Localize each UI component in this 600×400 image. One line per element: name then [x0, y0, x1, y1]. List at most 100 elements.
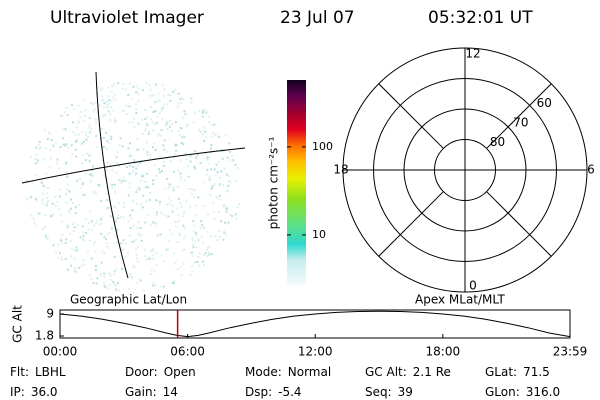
image-pixel — [98, 184, 101, 187]
image-pixel — [141, 89, 144, 92]
image-pixel — [178, 219, 181, 222]
info-label: Dsp: — [245, 385, 272, 399]
image-pixel — [147, 132, 150, 135]
image-pixel — [115, 288, 118, 291]
image-pixel — [49, 132, 51, 135]
image-pixel — [180, 274, 183, 276]
time: 05:32:01 UT — [428, 8, 533, 28]
image-pixel — [203, 226, 206, 229]
image-pixel — [163, 187, 166, 190]
image-pixel — [176, 221, 179, 224]
image-pixel — [117, 82, 120, 85]
image-pixel — [208, 245, 211, 248]
image-pixel — [82, 239, 85, 242]
image-pixel — [40, 181, 43, 184]
image-pixel — [152, 247, 155, 250]
image-pixel — [218, 194, 221, 197]
image-pixel — [132, 170, 135, 173]
image-pixel — [208, 251, 210, 254]
image-pixel — [66, 175, 69, 178]
image-pixel — [128, 288, 131, 291]
image-pixel — [92, 281, 95, 284]
image-pixel — [72, 223, 75, 225]
image-pixel — [167, 248, 169, 251]
image-pixel — [60, 114, 63, 117]
image-pixel — [225, 173, 228, 176]
image-pixel — [166, 103, 169, 106]
image-pixel — [99, 274, 102, 277]
image-pixel — [94, 269, 97, 272]
image-pixel — [85, 231, 88, 234]
image-pixel — [82, 140, 85, 143]
image-pixel — [149, 157, 152, 160]
image-pixel — [96, 111, 99, 114]
image-pixel — [102, 98, 105, 101]
image-pixel — [109, 119, 111, 122]
image-pixel — [195, 232, 198, 235]
image-pixel — [235, 179, 237, 182]
image-pixel — [130, 217, 133, 220]
image-pixel — [175, 144, 178, 146]
image-pixel — [111, 85, 113, 88]
image-pixel — [217, 161, 220, 163]
image-pixel — [54, 141, 57, 144]
image-pixel — [162, 260, 165, 263]
image-pixel — [91, 169, 94, 172]
image-pixel — [160, 128, 163, 131]
image-pixel — [103, 272, 106, 275]
image-pixel — [51, 215, 54, 218]
image-pixel — [132, 166, 135, 168]
image-pixel — [108, 99, 111, 102]
image-pixel — [132, 169, 135, 172]
image-pixel — [137, 260, 140, 263]
image-pixel — [108, 102, 110, 105]
image-pixel — [149, 273, 152, 276]
image-pixel — [186, 125, 188, 128]
image-pixel — [45, 192, 48, 195]
image-pixel — [173, 156, 176, 159]
colorbar-tick-label: 10 — [312, 228, 326, 241]
image-pixel — [112, 96, 115, 99]
image-pixel — [159, 285, 162, 288]
image-pixel — [228, 151, 231, 153]
image-pixel — [61, 258, 64, 261]
image-pixel — [220, 170, 223, 173]
image-pixel — [225, 210, 228, 213]
image-pixel — [172, 186, 175, 189]
image-pixel — [183, 136, 186, 138]
image-pixel — [204, 108, 207, 111]
image-pixel — [144, 118, 147, 120]
image-pixel — [191, 270, 194, 273]
image-pixel — [65, 238, 68, 241]
image-pixel — [202, 241, 205, 244]
image-pixel — [177, 102, 180, 105]
image-pixel — [46, 238, 48, 240]
image-pixel — [59, 188, 62, 191]
image-pixel — [109, 279, 112, 282]
image-pixel — [216, 171, 219, 174]
image-pixel — [113, 183, 116, 186]
image-pixel — [207, 162, 210, 165]
image-pixel — [198, 128, 200, 131]
image-pixel — [154, 251, 157, 254]
image-pixel — [110, 100, 113, 102]
image-pixel — [163, 214, 166, 217]
image-pixel — [158, 171, 161, 174]
image-pixel — [110, 90, 113, 93]
image-pixel — [30, 196, 33, 199]
image-pixel — [100, 216, 103, 219]
image-pixel — [82, 231, 85, 234]
image-pixel — [110, 135, 113, 138]
image-pixel — [125, 166, 128, 169]
image-pixel — [105, 168, 108, 171]
image-pixel — [223, 204, 226, 207]
image-pixel — [181, 136, 184, 139]
image-pixel — [203, 205, 206, 208]
image-pixel — [194, 204, 197, 207]
image-pixel — [88, 123, 91, 126]
image-pixel — [102, 115, 105, 118]
image-pixel — [123, 201, 126, 204]
image-pixel — [87, 250, 90, 253]
image-pixel — [42, 184, 45, 187]
image-pixel — [94, 101, 97, 104]
